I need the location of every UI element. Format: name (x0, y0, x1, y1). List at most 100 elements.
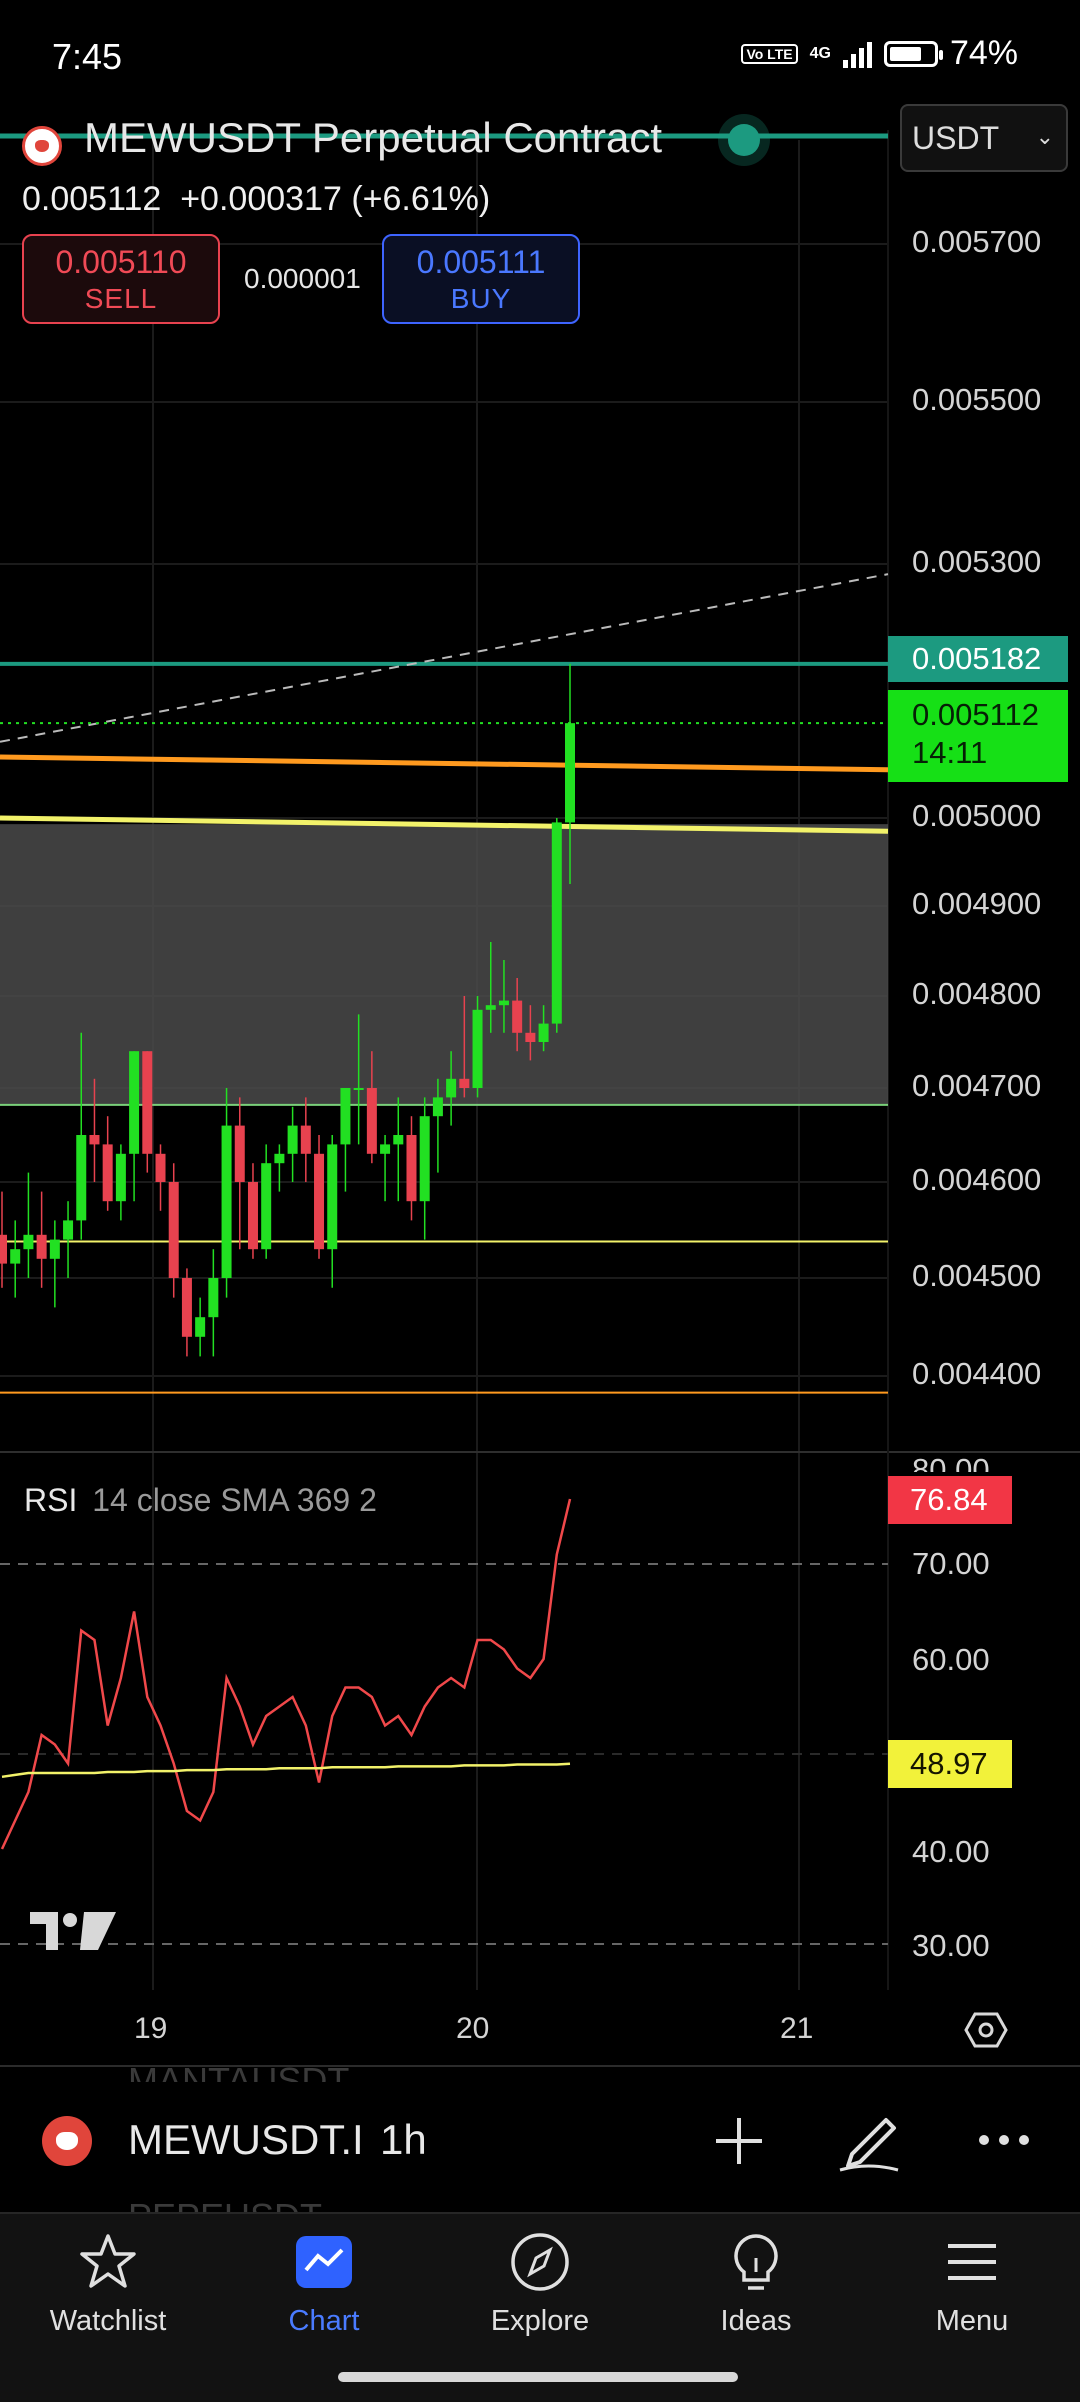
candle-body (314, 1153, 325, 1250)
candle-body (36, 1234, 47, 1259)
candle-body (115, 1153, 126, 1202)
nav-ideas[interactable]: Ideas (666, 2230, 846, 2338)
price-summary: 0.005112 +0.000317 (+6.61%) (22, 180, 490, 219)
add-icon[interactable] (712, 2114, 766, 2168)
candle-body (472, 1009, 483, 1088)
candle-body (419, 1116, 430, 1202)
battery-icon (883, 40, 943, 67)
candle-body (129, 1051, 140, 1154)
rsi-title: RSI (24, 1482, 78, 1518)
symbol-title[interactable]: MEWUSDT Perpetual Contract (84, 114, 663, 161)
buy-label: BUY (450, 283, 512, 314)
candle-body (446, 1078, 457, 1098)
price-chart[interactable] (0, 0, 1080, 2040)
market-status-dot (728, 124, 760, 156)
yellow-level-line (0, 815, 889, 834)
candle-body (102, 1144, 113, 1202)
symbol-toolbar (0, 2068, 1080, 2212)
candle-body (23, 1234, 34, 1250)
status-icons: Vo LTE 4G 74% (741, 34, 1018, 73)
rsi-line (0, 1498, 572, 1850)
scroll-ghost-symbol: PEPEUSDT (128, 2196, 322, 2216)
candle-body (76, 1135, 87, 1221)
rsi-sma-line (1, 1762, 571, 1779)
candle-body (512, 1000, 523, 1033)
draw-pencil-icon[interactable] (838, 2104, 902, 2174)
signal-icon (842, 40, 872, 68)
last-price-tag-value: 0.005112 (912, 697, 1039, 732)
nav-watchlist[interactable]: Watchlist (18, 2230, 198, 2338)
currency-select[interactable]: USDT ⌄ (900, 104, 1068, 172)
candle-body (168, 1182, 179, 1278)
nav-label: Chart (288, 2305, 360, 2337)
bottom-navigation: Watchlist Chart Explore Ideas Menu (0, 2212, 1080, 2402)
hamburger-icon (948, 2244, 996, 2280)
candle-body (432, 1097, 443, 1117)
candle-body (234, 1125, 245, 1182)
price-axis-label: 0.005000 (912, 798, 1042, 833)
nav-label: Menu (935, 2305, 1009, 2337)
price-axis-label: 0.004800 (912, 976, 1042, 1011)
price-axis-label: 0.004400 (912, 1356, 1042, 1391)
rsi-axis-label: 60.00 (912, 1642, 990, 1677)
nav-label: Explore (490, 2305, 590, 2337)
rsi-axis-label: 40.00 (912, 1834, 990, 1869)
price-axis-label: 0.004900 (912, 886, 1042, 921)
candle-body (393, 1135, 404, 1145)
rsi-axis-label: 80.00 (912, 1452, 990, 1472)
coin-logo (22, 126, 62, 166)
candle-body (459, 1078, 470, 1088)
candle-body (181, 1278, 192, 1337)
price-axis-label: 0.005300 (912, 544, 1042, 579)
candle-body (221, 1125, 232, 1278)
candle-body (406, 1135, 417, 1202)
interval-selector[interactable]: 1h (380, 2116, 427, 2163)
candle-body (380, 1144, 391, 1154)
compass-icon (511, 2233, 569, 2291)
candle-body (10, 1249, 21, 1264)
trend-line (0, 573, 889, 743)
nav-menu[interactable]: Menu (882, 2230, 1062, 2338)
last-price-tag: 0.005112 14:11 (888, 690, 1068, 782)
candle-body (89, 1135, 100, 1145)
candle-body (247, 1182, 258, 1250)
candle-body (485, 1005, 496, 1010)
nav-label: Watchlist (49, 2305, 167, 2337)
candle-body (300, 1125, 311, 1154)
candle-body (195, 1317, 206, 1337)
status-time: 7:45 (52, 36, 123, 77)
spread-value: 0.000001 (244, 263, 361, 294)
rsi-params: 14 close SMA 369 2 (92, 1482, 377, 1518)
candle-body (353, 1088, 364, 1090)
symbol-name[interactable]: MEWUSDT.I (128, 2116, 364, 2163)
scroll-ghost-symbol: MANTAUSDT (128, 2060, 350, 2082)
volte-icon: Vo LTE (741, 43, 798, 64)
rsi-value-tag: 76.84 (888, 1476, 1012, 1524)
rsi-legend[interactable]: RSI 14 close SMA 369 2 (24, 1482, 377, 1519)
home-indicator[interactable] (338, 2372, 738, 2382)
chevron-down-icon: ⌄ (1035, 124, 1054, 149)
candle-body (261, 1163, 272, 1250)
time-axis-label: 19 (134, 2012, 168, 2045)
lightbulb-icon (734, 2234, 778, 2290)
nav-explore[interactable]: Explore (450, 2230, 630, 2338)
more-options-icon[interactable] (976, 2128, 1032, 2152)
price-change: +0.000317 (+6.61%) (180, 180, 491, 218)
candle-body (565, 723, 575, 823)
price-axis-label: 0.004700 (912, 1068, 1042, 1103)
candle-body (63, 1220, 74, 1240)
chart-icon (296, 2236, 352, 2288)
currency-value: USDT (912, 119, 1000, 156)
buy-button[interactable]: 0.005111 BUY (382, 234, 580, 324)
nav-label: Ideas (720, 2305, 792, 2337)
nav-chart[interactable]: Chart (234, 2230, 414, 2338)
sell-button[interactable]: 0.005110 SELL (22, 234, 220, 324)
chart-settings-icon[interactable] (964, 2010, 1008, 2050)
last-price: 0.005112 (22, 180, 162, 218)
tradingview-logo (30, 1912, 116, 1950)
candle-body (538, 1023, 549, 1042)
sell-price: 0.005110 (55, 244, 187, 280)
candle-body (49, 1239, 60, 1259)
rsi-axis-label: 30.00 (912, 1928, 990, 1963)
rsi-axis-label: 70.00 (912, 1546, 990, 1581)
